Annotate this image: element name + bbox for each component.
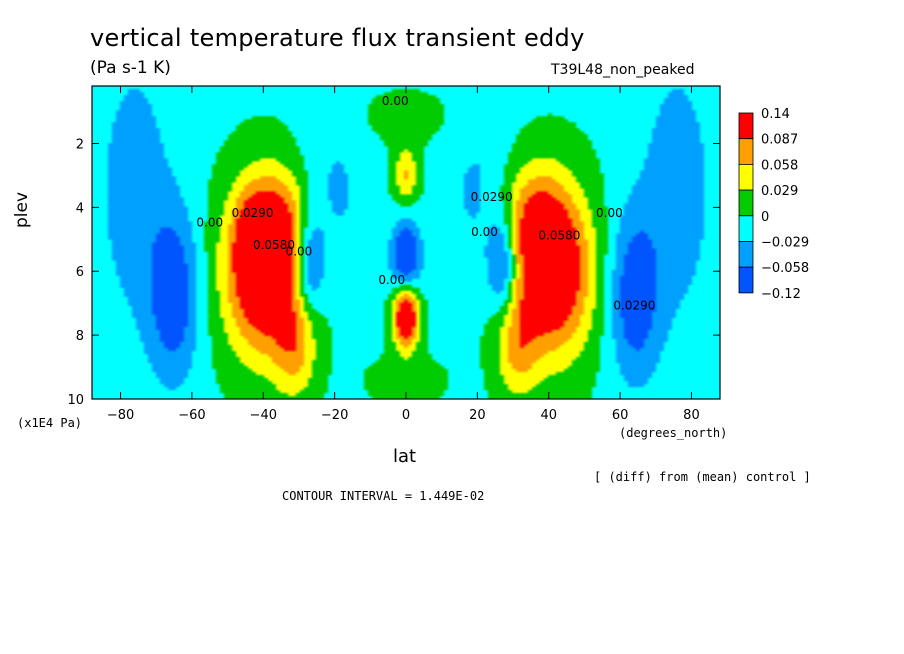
chart-subtitle: T39L48_non_peaked xyxy=(551,62,695,78)
x-tick-label: −60 xyxy=(178,408,205,423)
colorbar-label: 0 xyxy=(761,210,769,225)
colorbar-label: 0.029 xyxy=(761,184,798,199)
x-axis-units: (degrees_north) xyxy=(619,426,728,440)
colorbar-swatch xyxy=(738,215,754,242)
y-tick-label: 8 xyxy=(76,329,84,344)
chart-title: vertical temperature flux transient eddy xyxy=(90,24,585,52)
y-tick-label: 6 xyxy=(76,265,84,280)
colorbar-swatch xyxy=(738,189,754,217)
diff-note: [ (diff) from (mean) control ] xyxy=(594,470,811,484)
colorbar-swatch xyxy=(738,138,754,165)
chart-units: (Pa s-1 K) xyxy=(90,58,171,78)
x-tick-label: 60 xyxy=(612,408,629,423)
y-axis: 2 4 6 8 10 xyxy=(67,137,720,408)
filled-contours xyxy=(92,86,720,399)
colorbar-label: 0.058 xyxy=(761,158,798,173)
x-tick-label: −40 xyxy=(250,408,277,423)
colorbar-swatch xyxy=(738,112,754,140)
contour-interval: CONTOUR INTERVAL = 1.449E-02 xyxy=(282,489,485,503)
plot-area xyxy=(91,85,721,400)
x-tick-label: −20 xyxy=(321,408,348,423)
contour-label: 0.00 xyxy=(196,216,223,230)
colorbar-label: 0.087 xyxy=(761,133,798,148)
colorbar-label: −0.12 xyxy=(761,287,801,302)
y-tick-label: 2 xyxy=(76,137,84,152)
colorbar-label: −0.029 xyxy=(761,236,809,251)
x-tick-label: 80 xyxy=(683,408,700,423)
contour-label: 0.00 xyxy=(596,206,623,220)
colorbar-label: 0.14 xyxy=(761,107,790,122)
contour-label: 0.00 xyxy=(382,94,409,108)
contour-label: 0.0580 xyxy=(538,228,580,242)
contour-label: 0.0290 xyxy=(471,190,513,204)
y-tick-label: 10 xyxy=(67,393,84,408)
contour-label: 0.00 xyxy=(471,225,498,239)
colorbar-swatch xyxy=(738,163,754,191)
x-tick-label: 0 xyxy=(402,408,410,423)
x-tick-label: 20 xyxy=(469,408,486,423)
y-axis-units: (x1E4 Pa) xyxy=(17,416,83,430)
contour-label: 0.00 xyxy=(286,244,313,258)
contour-label: 0.0580 xyxy=(253,238,295,252)
contour-label: 0.00 xyxy=(378,273,405,287)
contour-label: 0.0290 xyxy=(613,299,655,313)
contour-label: 0.0290 xyxy=(232,206,274,220)
colorbar-label: −0.058 xyxy=(761,261,809,276)
x-axis: −80 −60 −40 −20 0 20 40 60 80 xyxy=(107,86,700,423)
colorbar-swatch xyxy=(738,241,754,268)
colorbar-swatch xyxy=(738,266,754,294)
x-axis-label: lat xyxy=(393,446,417,467)
x-tick-label: −80 xyxy=(107,408,134,423)
y-tick-label: 4 xyxy=(76,201,84,216)
colorbar: 0.14 0.087 0.058 0.029 0 −0.029 −0.058 −0.12 xyxy=(738,107,809,302)
x-tick-label: 40 xyxy=(540,408,557,423)
